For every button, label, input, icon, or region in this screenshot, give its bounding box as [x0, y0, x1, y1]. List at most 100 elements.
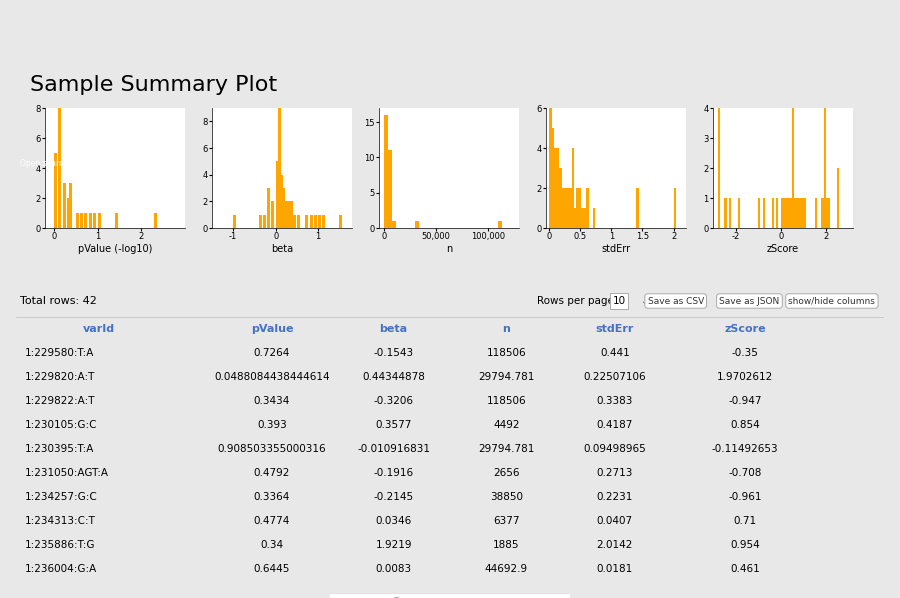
Text: 4492: 4492	[493, 420, 519, 430]
Text: 0.22507106: 0.22507106	[583, 372, 646, 382]
Bar	[115, 213, 118, 228]
Bar	[85, 213, 87, 228]
Bar	[288, 202, 292, 228]
Text: -0.2145: -0.2145	[374, 492, 414, 502]
FancyBboxPatch shape	[320, 593, 580, 598]
Bar	[322, 215, 325, 228]
Bar	[581, 208, 584, 228]
Text: 0.4187: 0.4187	[597, 420, 633, 430]
Text: -0.35: -0.35	[732, 348, 759, 358]
Bar	[584, 208, 587, 228]
Text: 0.4774: 0.4774	[254, 516, 290, 526]
Text: 29794.781: 29794.781	[478, 444, 535, 454]
Text: 1:236004:G:A: 1:236004:G:A	[24, 564, 97, 574]
Bar	[284, 202, 287, 228]
Text: 0.908503355000316: 0.908503355000316	[218, 444, 327, 454]
Bar	[297, 215, 300, 228]
Text: 1:230105:G:C: 1:230105:G:C	[24, 420, 97, 430]
Text: n: n	[502, 324, 510, 334]
Bar	[388, 150, 392, 228]
Bar	[62, 183, 66, 228]
Text: 0.0346: 0.0346	[375, 516, 411, 526]
Text: 2656: 2656	[493, 468, 519, 478]
Text: 0.854: 0.854	[730, 420, 760, 430]
Bar	[314, 215, 317, 228]
Bar	[786, 198, 788, 228]
Bar	[776, 198, 778, 228]
Bar	[771, 198, 774, 228]
Bar	[792, 108, 795, 228]
Text: 38850: 38850	[490, 492, 523, 502]
Bar	[384, 115, 388, 228]
Text: 0.441: 0.441	[600, 348, 630, 358]
Bar	[286, 202, 289, 228]
Text: 0.393: 0.393	[257, 420, 287, 430]
Bar	[552, 128, 554, 228]
Bar	[593, 208, 595, 228]
X-axis label: stdErr: stdErr	[601, 244, 631, 254]
Bar	[788, 198, 790, 228]
Bar	[258, 215, 262, 228]
Text: 0.34: 0.34	[260, 540, 284, 550]
Bar	[822, 198, 824, 228]
Bar	[499, 221, 502, 228]
Bar	[76, 213, 78, 228]
X-axis label: beta: beta	[271, 244, 293, 254]
Bar	[556, 148, 559, 228]
Bar	[559, 168, 562, 228]
X-axis label: zScore: zScore	[767, 244, 799, 254]
Bar	[579, 188, 581, 228]
Bar	[762, 198, 765, 228]
Text: -0.3206: -0.3206	[374, 396, 414, 406]
Text: 0.71: 0.71	[734, 516, 757, 526]
Text: 6377: 6377	[493, 516, 519, 526]
Text: -0.1916: -0.1916	[374, 468, 414, 478]
Text: -0.11492653: -0.11492653	[712, 444, 778, 454]
Text: 1:229822:A:T: 1:229822:A:T	[24, 396, 95, 406]
Text: 1:230395:T:A: 1:230395:T:A	[24, 444, 94, 454]
Bar	[318, 215, 321, 228]
Bar	[717, 108, 720, 228]
Text: -0.1543: -0.1543	[374, 348, 414, 358]
Bar	[801, 198, 804, 228]
Bar	[758, 198, 760, 228]
Bar	[291, 202, 293, 228]
Bar	[572, 148, 574, 228]
Text: 1885: 1885	[493, 540, 519, 550]
Bar	[587, 188, 589, 228]
Bar	[549, 108, 552, 228]
Text: pValue: pValue	[251, 324, 293, 334]
Bar	[566, 188, 569, 228]
Text: 0.3434: 0.3434	[254, 396, 290, 406]
Bar	[80, 213, 83, 228]
Bar	[415, 221, 419, 228]
Text: 1.9219: 1.9219	[375, 540, 412, 550]
Bar	[155, 213, 157, 228]
Bar	[272, 202, 274, 228]
Text: Save as JSON: Save as JSON	[719, 297, 779, 306]
Text: 0.461: 0.461	[730, 564, 760, 574]
Text: 0.0407: 0.0407	[597, 516, 633, 526]
Bar	[305, 215, 309, 228]
Text: 0.0083: 0.0083	[375, 564, 411, 574]
Bar	[574, 208, 577, 228]
Text: -0.708: -0.708	[728, 468, 761, 478]
Bar	[814, 198, 817, 228]
Text: 0.3383: 0.3383	[597, 396, 633, 406]
Text: Save as CSV: Save as CSV	[648, 297, 704, 306]
Bar	[804, 198, 806, 228]
Text: 0.2713: 0.2713	[597, 468, 633, 478]
Bar	[275, 161, 279, 228]
Text: -0.010916831: -0.010916831	[357, 444, 430, 454]
Text: ⌄: ⌄	[641, 296, 650, 306]
Text: zScore: zScore	[724, 324, 766, 334]
Text: 1:234257:G:C: 1:234257:G:C	[24, 492, 97, 502]
Bar	[796, 198, 799, 228]
Text: 10: 10	[613, 296, 626, 306]
Bar	[780, 198, 783, 228]
Bar	[828, 198, 831, 228]
Text: 0.44344878: 0.44344878	[362, 372, 425, 382]
Text: Open search: Open search	[20, 160, 68, 169]
Bar	[267, 188, 270, 228]
Bar	[263, 215, 266, 228]
